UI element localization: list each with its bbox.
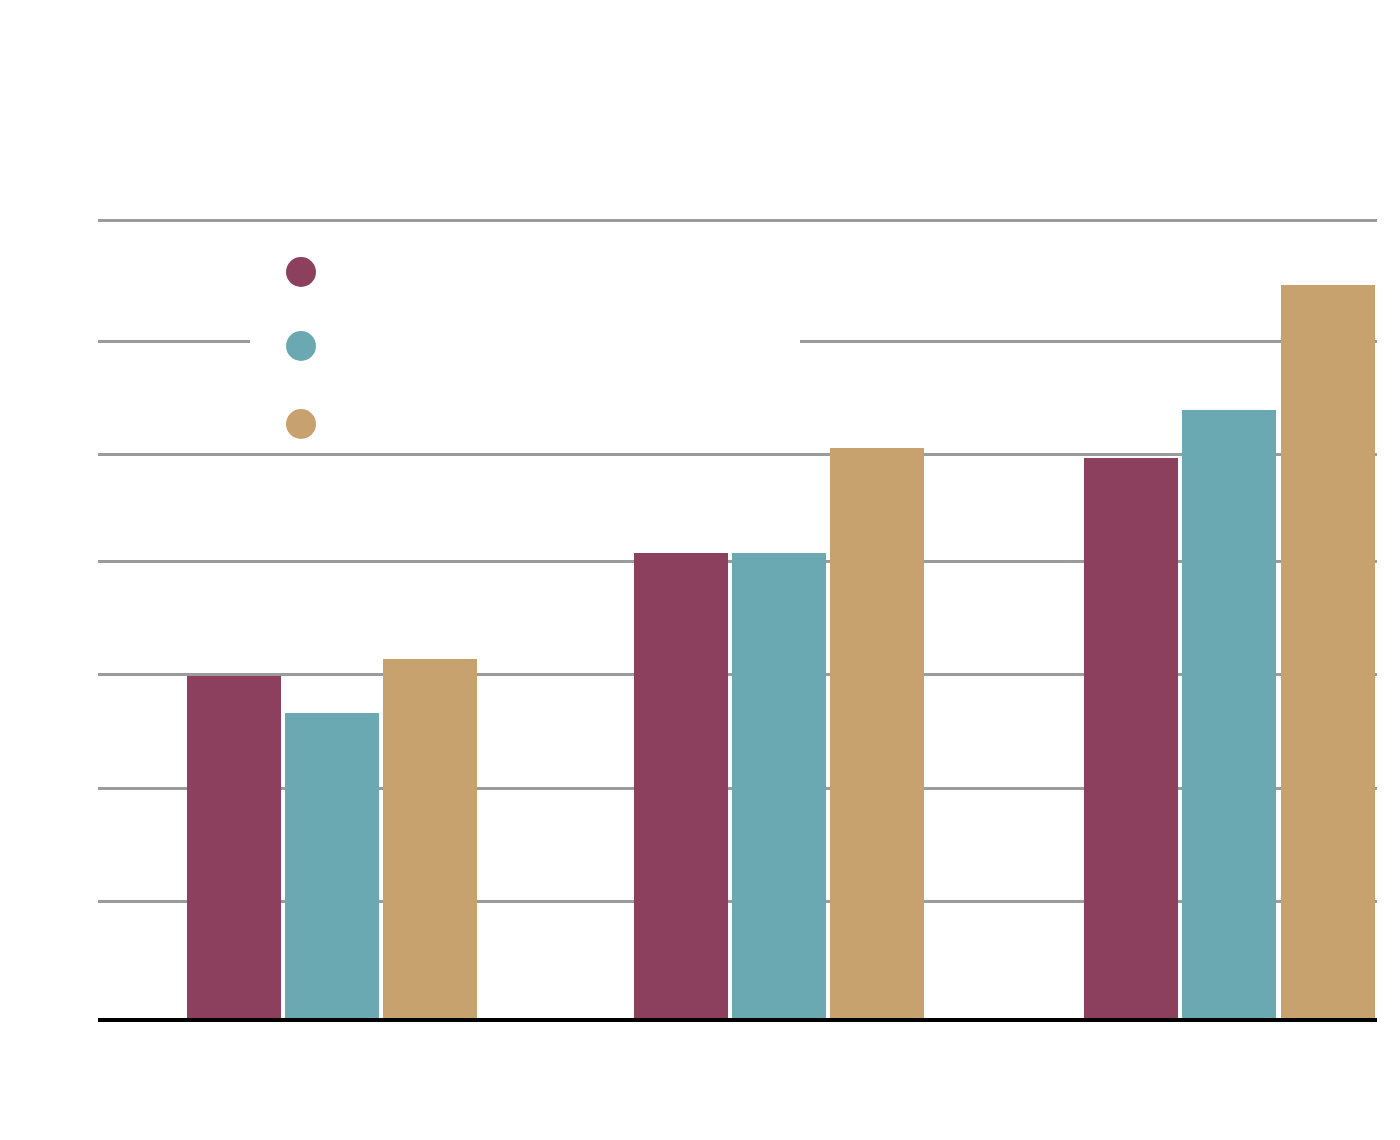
- bar-group-2-maroon: [634, 553, 728, 1018]
- legend-swatch-maroon: [286, 257, 316, 287]
- bar-group-2-tan: [830, 448, 924, 1018]
- bar-group-3-maroon: [1084, 458, 1178, 1018]
- bar-chart: [0, 0, 1400, 1140]
- bar-group-3-teal: [1182, 410, 1276, 1018]
- bar-group-1-tan: [383, 659, 477, 1018]
- x-axis-line: [98, 1018, 1377, 1022]
- legend: [250, 232, 800, 442]
- bar-group-1-maroon: [187, 676, 281, 1018]
- legend-swatch-tan: [286, 409, 316, 439]
- bar-group-3-tan: [1281, 285, 1375, 1018]
- bar-group-1-teal: [285, 713, 379, 1018]
- gridline: [98, 219, 1377, 222]
- legend-swatch-teal: [286, 331, 316, 361]
- bar-group-2-teal: [732, 553, 826, 1018]
